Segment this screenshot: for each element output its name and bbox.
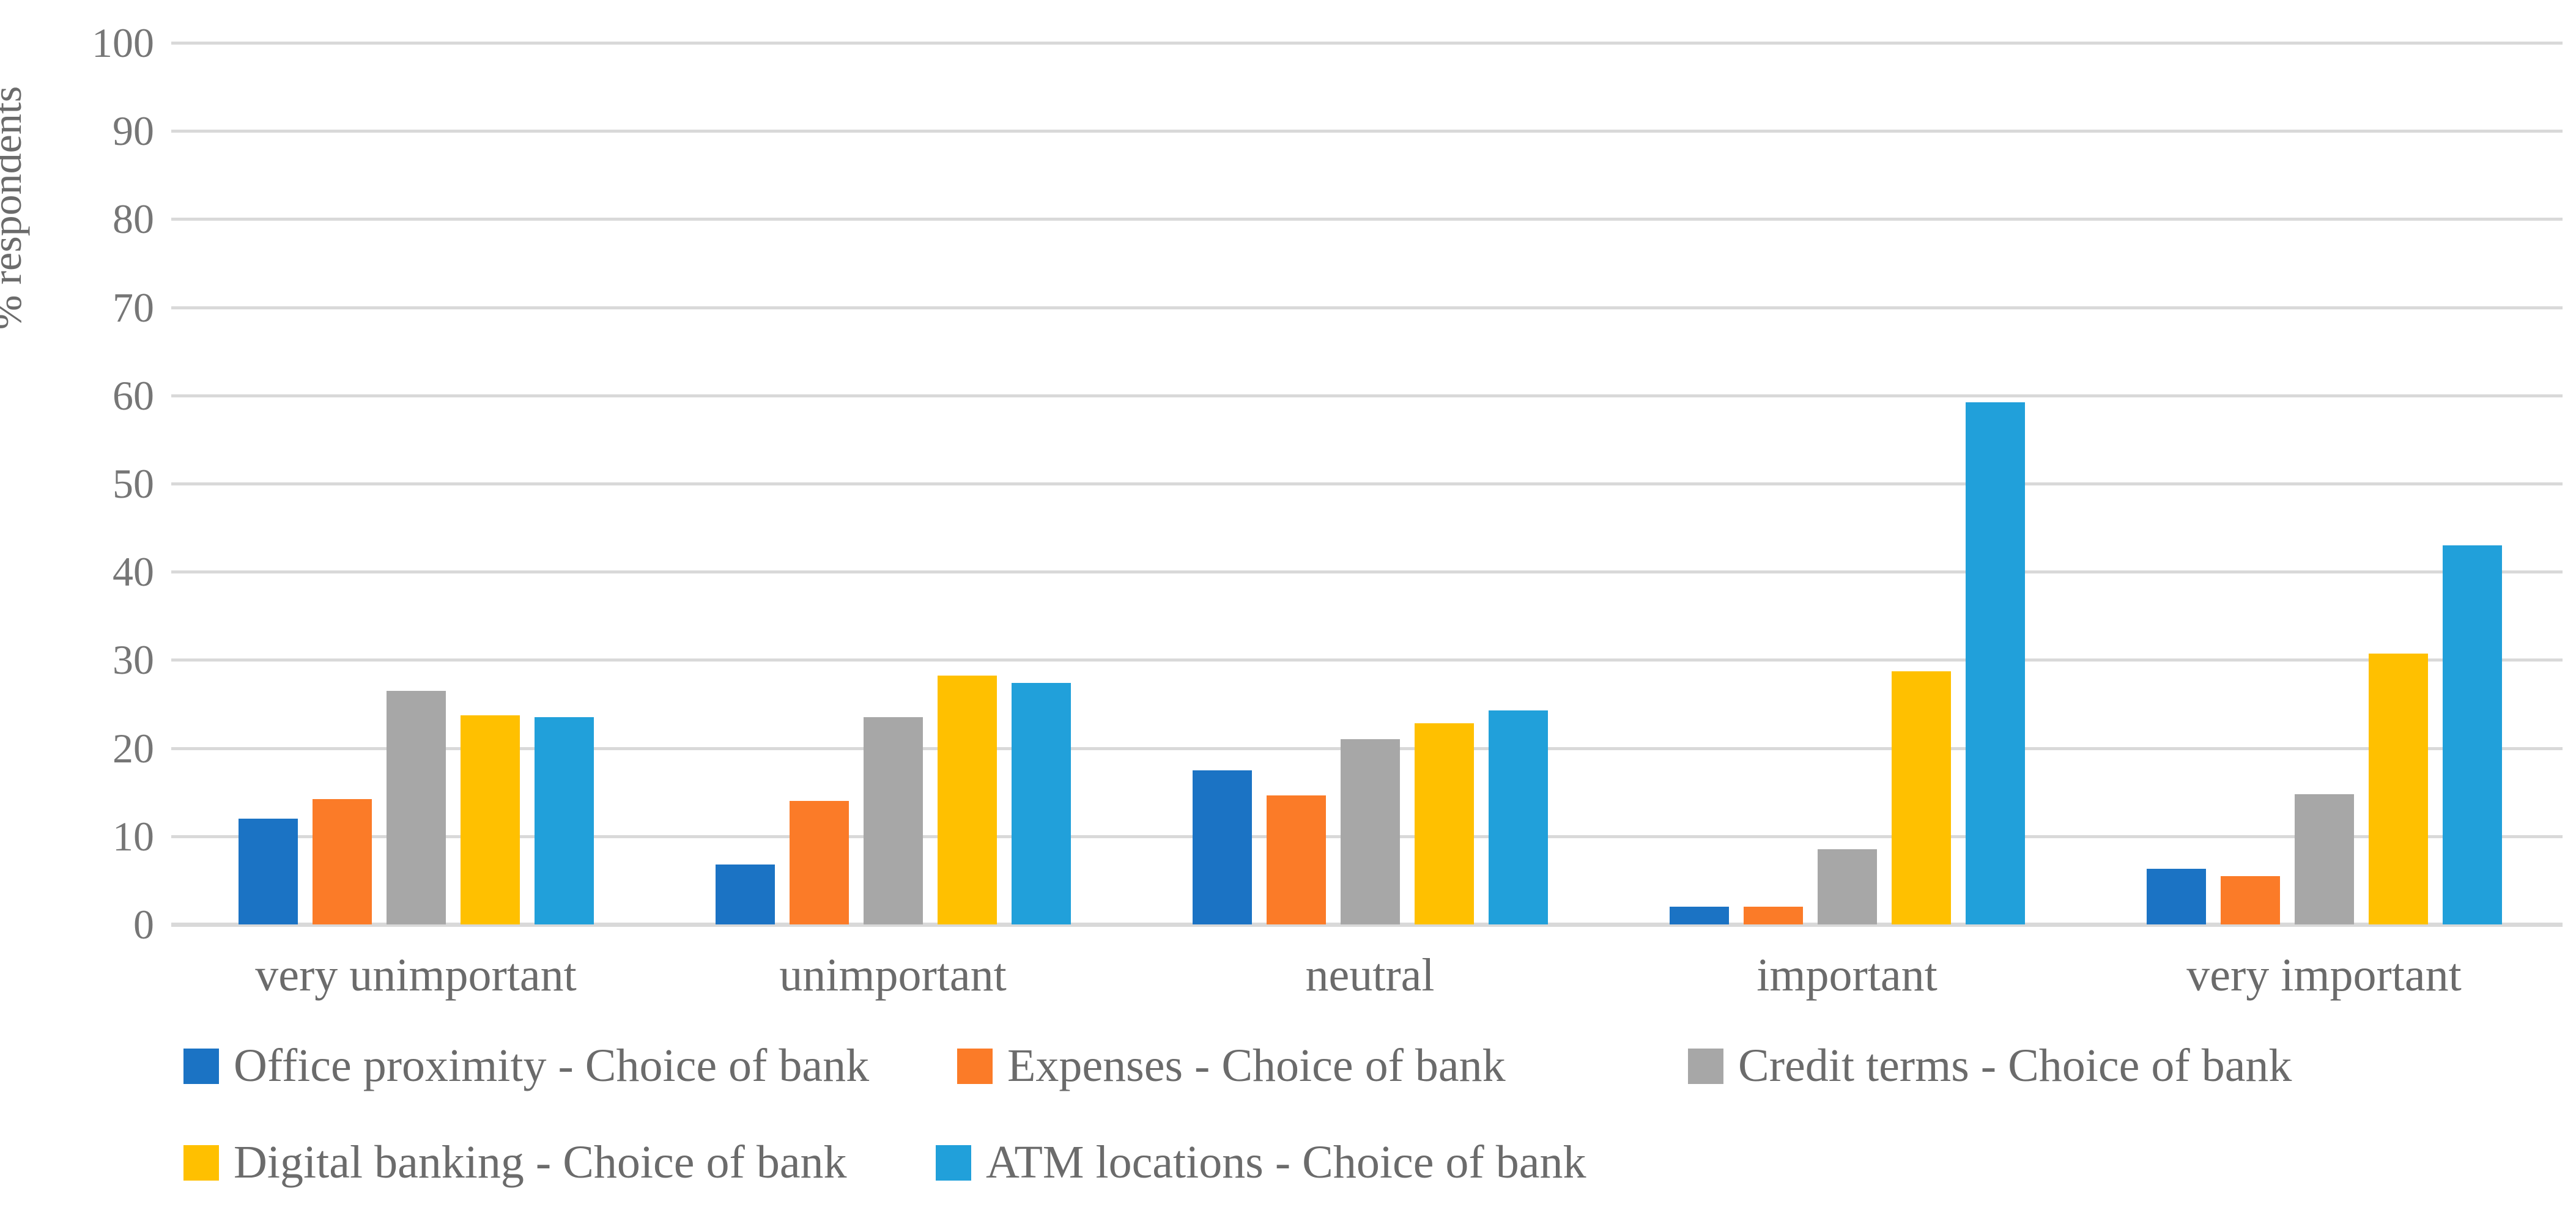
bar-office-1 xyxy=(238,818,298,924)
legend-swatch-icon xyxy=(957,1048,993,1084)
legend-item: Credit terms - Choice of bank xyxy=(1688,1039,2292,1093)
gridline xyxy=(171,130,2563,133)
x-category-label: important xyxy=(1756,949,1938,1001)
bar-atm-4 xyxy=(1965,402,2025,924)
bar-office-3 xyxy=(1192,770,1252,924)
legend-label: Digital banking - Choice of bank xyxy=(234,1137,847,1188)
y-tick-label: 0 xyxy=(133,901,154,948)
y-tick-label: 30 xyxy=(113,636,154,684)
x-category-label: unimportant xyxy=(779,949,1007,1001)
bar-office-5 xyxy=(2146,869,2206,924)
legend-label: ATM locations - Choice of bank xyxy=(986,1137,1586,1188)
x-category-label: neutral xyxy=(1305,949,1435,1001)
legend-item: Office proximity - Choice of bank xyxy=(183,1039,869,1093)
bar-credit-1 xyxy=(386,690,446,924)
bar-expenses-5 xyxy=(2220,876,2280,924)
x-category-label: very important xyxy=(2186,949,2462,1001)
bar-expenses-3 xyxy=(1266,795,1326,924)
legend-swatch-icon xyxy=(1688,1048,1723,1084)
gridline xyxy=(171,570,2563,574)
y-tick-label: 70 xyxy=(113,284,154,331)
bar-digital-2 xyxy=(937,676,997,924)
bar-atm-1 xyxy=(534,717,594,924)
legend-item: Digital banking - Choice of bank xyxy=(183,1136,847,1189)
bar-digital-5 xyxy=(2368,654,2428,924)
bar-credit-2 xyxy=(863,717,923,924)
bar-credit-4 xyxy=(1817,849,1877,924)
y-tick-label: 100 xyxy=(92,20,154,66)
x-category-label: very unimportant xyxy=(255,949,577,1001)
bar-atm-5 xyxy=(2442,545,2502,924)
y-tick-label: 90 xyxy=(113,108,154,155)
legend-swatch-icon xyxy=(183,1145,219,1181)
legend-label: Expenses - Choice of bank xyxy=(1007,1040,1506,1091)
bar-atm-2 xyxy=(1011,682,1071,924)
bar-expenses-2 xyxy=(789,801,849,924)
y-tick-label: 80 xyxy=(113,196,154,243)
gridline xyxy=(171,218,2563,221)
bar-atm-3 xyxy=(1488,710,1548,924)
gridline xyxy=(171,394,2563,397)
legend-item: Expenses - Choice of bank xyxy=(957,1039,1506,1093)
y-tick-label: 60 xyxy=(113,372,154,419)
bar-credit-5 xyxy=(2294,794,2354,924)
x-axis-baseline xyxy=(171,923,2563,927)
bar-expenses-1 xyxy=(312,799,372,924)
y-tick-label: 40 xyxy=(113,548,154,595)
legend-label: Credit terms - Choice of bank xyxy=(1738,1040,2292,1091)
legend-label: Office proximity - Choice of bank xyxy=(234,1040,870,1091)
plot-area xyxy=(171,42,2563,927)
gridline xyxy=(171,42,2563,45)
y-tick-label: 50 xyxy=(113,460,154,507)
bar-credit-3 xyxy=(1340,739,1400,924)
bar-digital-1 xyxy=(460,715,520,924)
bar-digital-4 xyxy=(1891,671,1951,924)
y-tick-label: 10 xyxy=(113,813,154,860)
bar-office-4 xyxy=(1669,907,1729,924)
legend-swatch-icon xyxy=(936,1145,971,1181)
gridline xyxy=(171,482,2563,485)
y-tick-label: 20 xyxy=(113,724,154,772)
legend-item: ATM locations - Choice of bank xyxy=(936,1136,1586,1189)
gridline xyxy=(171,306,2563,309)
gridline xyxy=(171,658,2563,662)
bar-digital-3 xyxy=(1414,723,1474,924)
legend-swatch-icon xyxy=(183,1048,219,1084)
bar-office-2 xyxy=(715,864,775,924)
bar-expenses-4 xyxy=(1743,907,1803,924)
